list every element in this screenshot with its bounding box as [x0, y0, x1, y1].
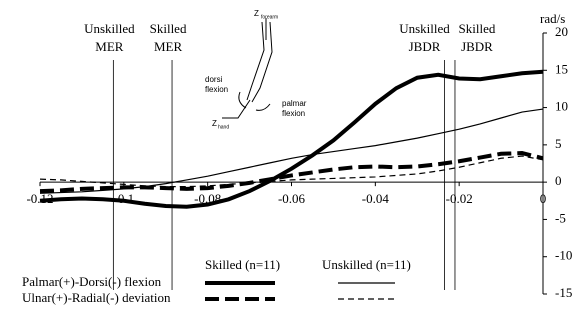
- y-tick-label: 5: [555, 136, 562, 151]
- event-label: JBDR: [409, 39, 441, 54]
- y-tick-label: 0: [555, 173, 562, 188]
- legend-heading: Skilled (n=11): [205, 257, 280, 272]
- event-label: JBDR: [461, 39, 493, 54]
- series-line: [40, 109, 543, 193]
- legend-row-label: Ulnar(+)-Radial(-) deviation: [22, 290, 171, 305]
- event-label: Skilled: [150, 21, 187, 36]
- inset-label: flexion: [282, 109, 305, 118]
- legend-row-label: Palmar(+)-Dorsi(-) flexion: [22, 274, 162, 289]
- x-tick-label: -0.04: [362, 191, 390, 206]
- event-label: Unskilled: [399, 21, 450, 36]
- legend-heading: Unskilled (n=11): [322, 257, 411, 272]
- forearm-outline: [252, 22, 272, 102]
- inset-diagram: [222, 18, 272, 118]
- x-tick-label: -0.02: [446, 191, 473, 206]
- inset-label: palmar: [282, 99, 307, 108]
- event-label: MER: [95, 39, 124, 54]
- y-tick-label: 15: [555, 61, 568, 76]
- inset-label: dorsi: [205, 75, 223, 84]
- y-tick-label: -5: [555, 210, 566, 225]
- y-tick-label: -10: [555, 248, 572, 263]
- x-tick-label: 0: [540, 191, 547, 206]
- y-tick-label: 20: [555, 24, 568, 39]
- inset-label: flexion: [205, 85, 228, 94]
- series-line: [40, 72, 543, 207]
- y-tick-label: 10: [555, 99, 568, 114]
- event-label: Skilled: [459, 21, 496, 36]
- inset-label: forearm: [261, 14, 278, 20]
- y-tick-label: -15: [555, 285, 572, 300]
- event-label: Unskilled: [84, 21, 135, 36]
- event-label: MER: [154, 39, 183, 54]
- palmar-arrow: [256, 104, 270, 110]
- inset-label: Z: [254, 9, 259, 18]
- x-tick-label: -0.06: [278, 191, 306, 206]
- dorsi-arrow: [239, 92, 246, 108]
- forearm-outline: [247, 22, 264, 100]
- inset-label: hand: [218, 124, 229, 130]
- z-hand-axis: [222, 100, 250, 118]
- inset-label: Z: [212, 119, 217, 128]
- chart: Z forearm dorsi flexion palmar flexion Z…: [0, 0, 576, 311]
